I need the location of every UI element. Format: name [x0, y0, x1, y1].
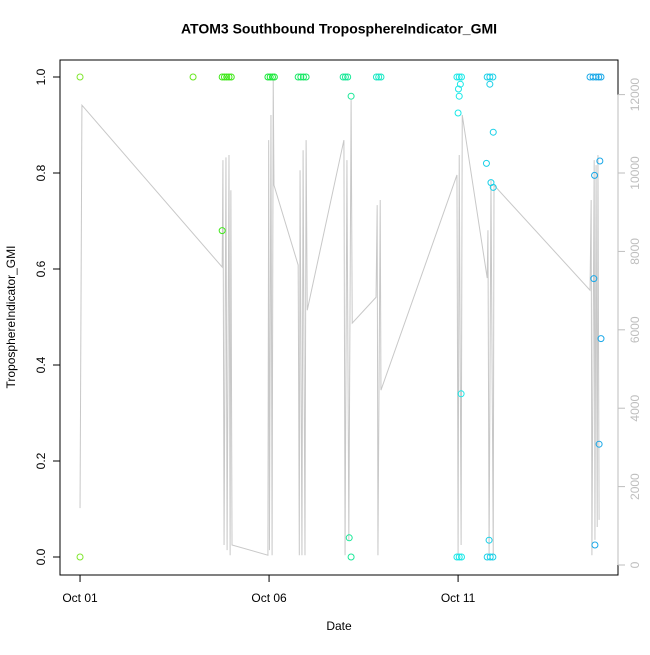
y-tick-label: 0.6: [34, 260, 48, 277]
point: [455, 92, 463, 100]
point: [225, 73, 233, 81]
point: [482, 159, 490, 167]
point: [455, 73, 463, 81]
y2-tick-label: 8000: [628, 238, 642, 265]
point: [485, 536, 493, 544]
y-tick-label: 0.0: [34, 548, 48, 565]
point: [590, 275, 598, 283]
point: [454, 109, 462, 117]
point: [489, 128, 497, 136]
point: [457, 553, 465, 561]
point: [297, 73, 305, 81]
y2-tick-label: 4000: [628, 395, 642, 422]
point: [457, 390, 465, 398]
point: [268, 73, 276, 81]
point: [223, 73, 231, 81]
point: [339, 73, 347, 81]
point: [455, 553, 463, 561]
point: [591, 171, 599, 179]
point: [591, 541, 599, 549]
point: [270, 73, 278, 81]
point: [596, 157, 604, 165]
point: [302, 73, 310, 81]
point: [299, 73, 307, 81]
point: [456, 80, 464, 88]
point: [372, 73, 380, 81]
x-tick-label: Oct 06: [251, 591, 287, 605]
point: [218, 227, 226, 235]
point: [377, 73, 385, 81]
x-tick-label: Oct 11: [441, 591, 476, 605]
y2-tick-label: 6000: [628, 316, 642, 343]
point: [489, 553, 497, 561]
y2-tick-label: 0: [628, 561, 642, 568]
point: [486, 553, 494, 561]
x-tick-label: Oct 01: [62, 591, 98, 605]
line: [79, 80, 600, 556]
point: [454, 85, 462, 93]
chart-title: ATOM3 Southbound TroposphereIndicator_GM…: [181, 21, 497, 37]
point: [595, 73, 603, 81]
point: [220, 73, 228, 81]
point: [597, 73, 605, 81]
y2-tick-label: 10000: [628, 156, 642, 190]
point: [76, 73, 84, 81]
y-tick-label: 0.4: [34, 356, 48, 373]
x-axis-label: Date: [326, 619, 352, 633]
point: [457, 73, 465, 81]
point: [597, 335, 605, 343]
point: [76, 553, 84, 561]
point: [341, 73, 349, 81]
point: [489, 73, 497, 81]
point: [227, 73, 235, 81]
point: [489, 183, 497, 191]
point: [375, 73, 383, 81]
point: [218, 73, 226, 81]
y2-tick-label: 2000: [628, 473, 642, 500]
point: [592, 73, 600, 81]
point: [453, 73, 461, 81]
point: [266, 73, 274, 81]
point: [345, 534, 353, 542]
y-tick-label: 0.2: [34, 452, 48, 469]
point: [453, 553, 461, 561]
y2-tick-label: 12000: [628, 78, 642, 112]
point: [486, 80, 494, 88]
point: [347, 92, 355, 100]
point: [189, 73, 197, 81]
y-axis-label: TroposphereIndicator_GMI: [4, 246, 18, 389]
point: [344, 73, 352, 81]
point: [486, 73, 494, 81]
point: [595, 440, 603, 448]
y-tick-label: 1.0: [34, 68, 48, 85]
point: [294, 73, 302, 81]
point: [347, 553, 355, 561]
y-tick-label: 0.8: [34, 164, 48, 181]
